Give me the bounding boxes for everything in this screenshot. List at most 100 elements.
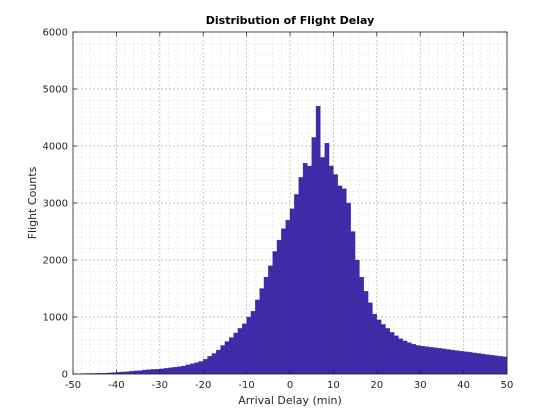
- histogram-bar: [146, 369, 152, 375]
- histogram-bar: [272, 251, 278, 375]
- histogram-bar: [229, 337, 234, 375]
- histogram-bar: [294, 194, 299, 375]
- histogram-bar: [259, 288, 265, 375]
- y-tick-label: 1000: [43, 313, 68, 324]
- histogram-bar: [459, 351, 464, 375]
- histogram-bar: [168, 367, 173, 375]
- histogram-bar: [376, 319, 382, 375]
- x-tick-label: -20: [195, 380, 211, 391]
- histogram-bar: [489, 355, 495, 375]
- histogram-bar: [420, 345, 425, 375]
- y-tick-label: 5000: [43, 85, 68, 96]
- histogram-bar: [476, 353, 482, 375]
- histogram-bar: [394, 335, 399, 375]
- y-tick-label: 6000: [43, 28, 68, 39]
- histogram-bar: [285, 219, 291, 375]
- histogram-bar: [220, 345, 226, 375]
- histogram-bar: [137, 370, 143, 375]
- histogram-bar: [354, 259, 360, 375]
- histogram-bar: [380, 324, 386, 375]
- histogram-bar: [337, 185, 343, 375]
- histogram-bar: [315, 105, 321, 375]
- histogram-bar: [346, 202, 351, 375]
- histogram-bar: [133, 370, 139, 375]
- histogram-bar: [433, 347, 438, 375]
- histogram-bar: [424, 346, 430, 375]
- histogram-bar: [233, 332, 239, 375]
- histogram-bar: [485, 354, 490, 375]
- y-axis-label: Flight Counts: [26, 166, 39, 239]
- histogram-bar: [311, 137, 317, 375]
- histogram-bar: [211, 353, 217, 375]
- histogram-bar: [298, 177, 304, 375]
- histogram-bar: [289, 208, 295, 375]
- histogram-bar: [333, 174, 338, 375]
- x-tick-label: 10: [327, 380, 340, 391]
- histogram-bar: [185, 364, 191, 375]
- histogram-bar: [480, 353, 486, 375]
- histogram-bar: [320, 157, 325, 375]
- x-tick-label: 50: [501, 380, 514, 391]
- histogram-bar: [250, 311, 256, 375]
- y-tick-label: 2000: [43, 256, 68, 267]
- histogram-bar: [142, 369, 147, 375]
- histogram-bar: [493, 355, 499, 375]
- histogram-bar: [428, 347, 434, 375]
- histogram-bar: [242, 323, 247, 375]
- histogram-bar: [155, 369, 160, 375]
- histogram-bar: [177, 366, 182, 375]
- histogram-bar: [407, 342, 412, 375]
- x-tick-label: 0: [287, 380, 293, 391]
- histogram-bar: [372, 313, 377, 375]
- histogram-bar: [163, 368, 169, 375]
- histogram-bar: [385, 328, 390, 375]
- histogram-bar: [276, 239, 282, 375]
- histogram-bar: [350, 231, 356, 375]
- histogram-bar: [198, 361, 204, 375]
- y-tick-label: 0: [62, 370, 68, 381]
- histogram-bar: [415, 345, 421, 375]
- x-tick-label: -40: [108, 380, 124, 391]
- histogram-bar: [150, 369, 156, 375]
- histogram-bar: [502, 356, 508, 375]
- x-tick-label: -10: [238, 380, 254, 391]
- histogram-bar: [224, 341, 230, 375]
- histogram-bar: [237, 328, 243, 375]
- histogram-bar: [203, 359, 208, 375]
- histogram-bar: [172, 367, 178, 375]
- histogram-bar: [367, 302, 373, 375]
- histogram-bar: [263, 276, 269, 375]
- histogram-bar: [437, 348, 443, 375]
- histogram-bar: [129, 371, 134, 375]
- histogram-bar: [472, 352, 477, 375]
- histogram-bar: [402, 340, 408, 375]
- chart-title: Distribution of Flight Delay: [206, 14, 375, 27]
- x-tick-label: -50: [65, 380, 81, 391]
- histogram-bar: [194, 362, 200, 375]
- histogram-bar: [181, 365, 186, 375]
- y-tick-label: 4000: [43, 142, 68, 153]
- y-tick-label: 3000: [43, 199, 68, 210]
- histogram-bar: [467, 352, 473, 375]
- histogram-bar: [411, 344, 417, 375]
- plot-area: -50 -40 -30 -20 -10 0 10 20 30 40 50 0 1000 2000 3000 4…: [43, 28, 514, 392]
- histogram-bar: [281, 228, 286, 375]
- histogram-bar: [359, 276, 364, 375]
- histogram-bar: [268, 265, 273, 375]
- x-axis-label: Arrival Delay (min): [238, 394, 342, 407]
- histogram-bar: [454, 350, 460, 375]
- histogram-bar: [307, 165, 312, 375]
- x-tick-label: 20: [370, 380, 383, 391]
- histogram-bar: [328, 165, 334, 375]
- x-tick-label: 30: [414, 380, 427, 391]
- histogram-bar: [389, 332, 395, 375]
- histogram-bar: [302, 162, 308, 375]
- histogram-bar: [255, 299, 260, 375]
- histogram-bar: [446, 349, 451, 375]
- x-tick-label: -30: [152, 380, 168, 391]
- histogram-bar: [190, 363, 195, 375]
- histogram-bar: [159, 368, 165, 375]
- histogram-bar: [341, 188, 347, 375]
- histogram-bar: [450, 349, 456, 375]
